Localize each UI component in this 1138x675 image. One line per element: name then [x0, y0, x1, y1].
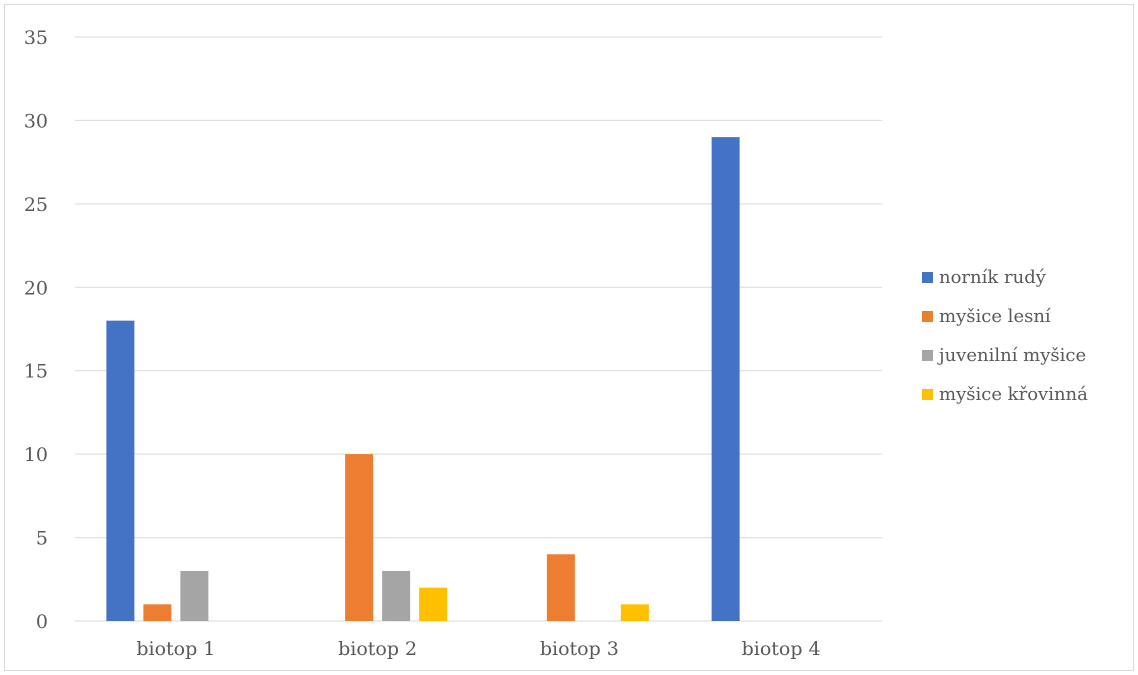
legend-swatch-series-2 [922, 349, 933, 361]
y-tick-label: 25 [24, 194, 48, 216]
legend-label-series-2: juvenilní myšice [939, 344, 1087, 366]
bar-series-1-cat-0 [143, 604, 172, 621]
legend-swatch-series-3 [922, 388, 933, 400]
bar-series-3-cat-1 [419, 587, 448, 621]
legend-item-series-2: juvenilní myšice [922, 344, 1088, 366]
y-axis-tick-labels: 0 5 10 15 20 25 30 35 [24, 27, 48, 633]
y-tick-label: 15 [24, 361, 48, 383]
bar-series-2-cat-1 [382, 570, 411, 621]
legend-label-series-3: myšice křovinná [939, 383, 1088, 405]
legend-item-series-1: myšice lesní [922, 305, 1088, 327]
legend-swatch-series-1 [922, 310, 933, 322]
y-tick-label: 20 [24, 277, 48, 299]
x-axis-tick-labels: biotop 1 biotop 2 biotop 3 biotop 4 [136, 638, 820, 660]
legend-label-series-0: norník rudý [939, 266, 1046, 288]
legend-item-series-0: norník rudý [922, 266, 1088, 288]
bar-series-3-cat-2 [620, 604, 649, 621]
y-tick-label: 35 [24, 27, 48, 49]
legend-item-series-3: myšice křovinná [922, 383, 1088, 405]
chart-legend: norník rudý myšice lesní juvenilní myšic… [922, 267, 1088, 423]
bar-series-1-cat-1 [345, 454, 374, 621]
bar-series-0-cat-0 [106, 320, 135, 621]
y-tick-label: 5 [36, 528, 48, 550]
gridlines [75, 36, 882, 622]
y-tick-label: 10 [24, 444, 48, 466]
bar-series-1-cat-2 [546, 554, 575, 621]
x-tick-label: biotop 1 [136, 638, 215, 660]
legend-swatch-series-0 [922, 271, 933, 283]
legend-label-series-1: myšice lesní [939, 305, 1051, 327]
bar-series-0-cat-3 [711, 137, 740, 621]
bar-series-2-cat-0 [180, 570, 209, 621]
y-tick-label: 30 [24, 110, 48, 132]
x-tick-label: biotop 2 [338, 638, 417, 660]
bars [106, 137, 740, 621]
x-tick-label: biotop 3 [540, 638, 619, 660]
y-tick-label: 0 [36, 611, 48, 633]
x-tick-label: biotop 4 [742, 638, 821, 660]
